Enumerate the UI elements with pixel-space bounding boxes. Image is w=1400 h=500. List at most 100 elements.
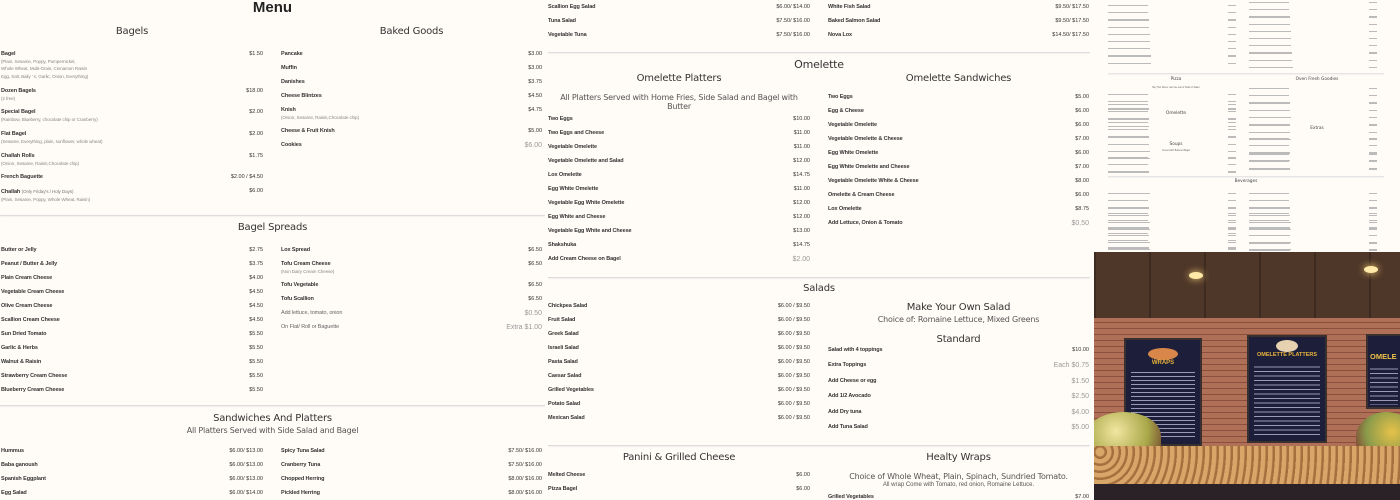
mini-row [1249,59,1293,61]
item-price: $3.00 [528,64,542,71]
menu-item: Vegetable Omelette & Cheese $7.00 [828,136,1089,143]
mini-row [1108,207,1149,209]
item-price: $11.00 [793,143,810,150]
item-name: Dozen Bagels (2 free) [1,88,36,103]
menu-item: Chickpea Salad $6.00 / $9.50 [548,303,810,310]
item-name: Spanish Eggplant [1,476,46,483]
sandwiches-list-left: Hummus $6.00/ $13.00 Baba ganoush $6.00/ $1… [1,448,263,500]
item-name: Two Eggs [548,116,573,123]
mini-row [1108,164,1149,166]
divider [548,445,1090,446]
item-name: Plain Cream Cheese [1,275,52,282]
item-price: $4.75 [528,106,542,113]
menu-item: Add Tuna Salad $5.00 [828,424,1089,431]
item-name: Cookies [281,142,302,149]
mini-row [1108,94,1148,96]
item-name: Baba ganoush [1,462,38,469]
mini-price [1369,30,1377,32]
item-price: $4.50 [528,92,542,99]
mini-row [1249,154,1289,156]
item-price: $6.00 / $9.50 [777,386,810,393]
item-name: Fruit Salad [548,317,575,324]
mini-price [1369,213,1377,215]
wraps-list: Grilled Vegetables $7.00 [828,494,1089,500]
mini-price [1228,193,1236,195]
mini-row [1249,110,1289,112]
menu-item: Fruit Salad $6.00 / $9.50 [548,317,810,324]
sandwiches-list-right-cont: White Fish Salad $9.50/ $17.50 Baked Salmo… [828,4,1089,46]
wraps-note: All wrap Come with Tomato, red onion, Ro… [882,482,1035,488]
mini-price [1228,26,1236,28]
item-name-text: Greek Salad [548,330,579,337]
mini-price [1228,48,1236,50]
menu-item: Add 1/2 Avocado $2.50 [828,393,1089,400]
wraps-subtitle: Choice of Whole Wheat, Plain, Spinach, S… [849,472,1068,481]
item-price: $7.00 [1075,163,1089,170]
item-name: Flat Bagel (Sesame, Everything, plain, su… [1,131,102,146]
item-name: Tofu Cream Cheese (Non Dairy Cream Cheese… [281,261,334,276]
mini-price [1369,161,1377,163]
mini-price [1228,62,1236,64]
item-name: Hummus [1,448,24,455]
item-name: Two Eggs [828,94,853,101]
item-name-text: Egg White and Cheese [548,213,606,220]
item-name: Olive Cream Cheese [1,303,53,310]
mini-row [1108,171,1149,173]
item-price: $3.75 [528,78,542,85]
menu-item: Add Lettuce, Onion & Tomato $0.50 [828,220,1089,227]
mini-price [1228,249,1236,251]
mini-price [1369,154,1377,156]
item-name-text: Vegetable Omelette and Salad [548,157,624,164]
mini-price [1369,45,1377,47]
mini-price [1369,95,1377,97]
mini-price [1228,118,1236,120]
mini-price [1369,242,1377,244]
mini-price [1228,241,1236,243]
menu-item: Egg Salad $6.00/ $14.00 [1,490,263,497]
menu-item: Vegetable Tuna $7.50/ $16.00 [548,32,810,39]
sandwiches-heading: Sandwiches And Platters [213,413,332,424]
item-name: Lox Spread [281,247,310,254]
sandwiches-list-right: Spicy Tuna Salad $7.50/ $16.00 Cranberry T… [281,448,542,500]
item-price: $1.50 [1071,377,1089,385]
mini-row [1249,9,1290,11]
item-name-text: Mexican Salad [548,414,585,421]
spreads-list-right: Lox Spread $6.50 Tofu Cream Cheese (Non Dai… [281,247,542,339]
item-price: $7.00 [1075,493,1089,500]
menu-item: Sun Dried Tomato $5.50 [1,331,263,338]
mini-price [1228,136,1236,138]
item-price: Extra $1.00 [506,324,542,332]
item-name-text: Caesar Salad [548,372,582,379]
standard-list: Salad with 4 toppings $10.00 Extra Topping… [828,347,1089,440]
menu-item: Chopped Herring $8.00/ $16.00 [281,476,542,483]
menu-item: Pancake $3.00 [281,51,542,58]
mini-row [1108,12,1149,14]
item-name: Add Cheese or egg [828,378,877,385]
menu-item: Pickled Herring $8.00/ $16.00 [281,490,542,497]
item-name-text: Vegetable Omelette & Cheese [828,135,903,142]
item-name-text: Flat Bagel [1,131,27,138]
mini-price [1228,171,1236,173]
mini-row [1108,111,1149,113]
item-name: Israeli Salad [548,345,579,352]
mini-beverages-heading: Beverages [1234,179,1258,184]
item-name-text: On Flat/ Roll or Baguette [281,324,340,331]
item-price: $18.00 [246,87,263,94]
divider [548,277,1090,278]
item-price: $14.75 [793,171,810,178]
item-name: Cranberry Tuna [281,462,320,469]
item-price: $5.50 [249,372,263,379]
mini-row [1108,214,1150,216]
menu-item: Plain Cream Cheese $4.00 [1,275,263,282]
mini-menu-thumbnail: Pizza Buy Two Slices, Get free can of So… [1094,0,1400,252]
menu-item: Vegetable Egg White Omelette $12.00 [548,200,810,207]
mini-soups-note: Served with Buttered Bagel [1162,150,1190,152]
menu-item: Special Bagel (Rainbow, Blueberry, chocol… [1,109,263,124]
item-name-text: Add Tuna Salad [828,424,868,430]
menu-title: Menu [252,0,293,16]
omelette-platters-heading: Omelette Platters [636,73,722,84]
mini-row [1108,55,1151,57]
item-name: Tofu Vegetable [281,282,318,289]
item-name: Extra Toppings [828,362,866,369]
mini-price [1369,200,1377,202]
